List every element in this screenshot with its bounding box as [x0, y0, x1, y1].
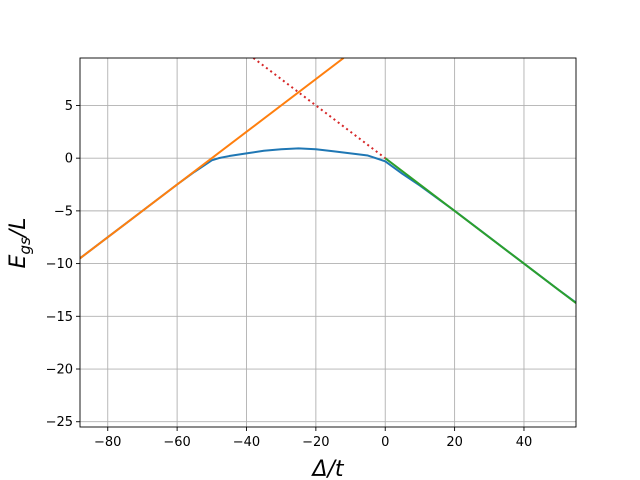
x-tick-label: −40: [233, 435, 260, 450]
x-tick-label: −20: [302, 435, 329, 450]
x-axis-label: Δ/t: [310, 457, 344, 480]
plot-frame: [79, 57, 577, 428]
x-tick-label: 0: [381, 435, 389, 450]
y-tick-label: −25: [46, 415, 73, 430]
y-axis-label-main: E: [6, 254, 31, 268]
series-line-1: [80, 147, 576, 304]
series-line-4: [252, 58, 386, 159]
y-axis-label-tail: /L: [6, 218, 31, 240]
y-tick-label: −5: [54, 204, 73, 219]
series-group: [80, 58, 576, 304]
x-tick-label: −60: [163, 435, 190, 450]
y-tick-label: −15: [46, 310, 73, 325]
y-axis-label: Egs/L: [6, 218, 34, 269]
x-tick-label: 40: [516, 435, 533, 450]
tick-labels: −80 −60 −40 −20 0 20 40 −25 −20 −15 −10 −5 0 5: [46, 99, 533, 450]
series-line-3: [384, 157, 576, 304]
x-tick-label: −80: [94, 435, 121, 450]
series-line-2: [80, 58, 345, 260]
y-axis-label-subscript: gs: [16, 237, 34, 255]
y-tick-label: −10: [46, 257, 73, 272]
grid: [80, 58, 576, 427]
y-tick-label: −20: [46, 363, 73, 378]
y-tick-label: 0: [65, 152, 73, 167]
x-tick-label: 20: [446, 435, 463, 450]
y-tick-label: 5: [65, 99, 73, 114]
ticks: [76, 104, 525, 431]
